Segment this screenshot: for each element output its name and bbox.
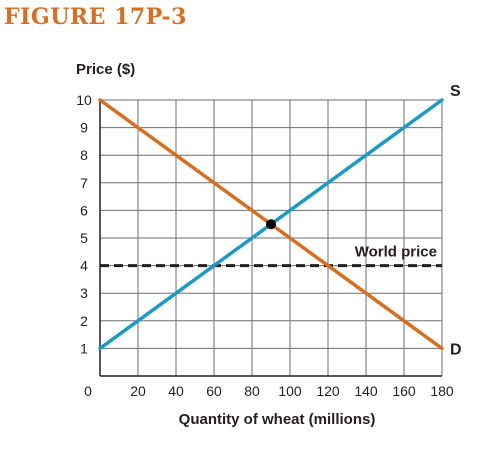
x-tick-label: 80: [244, 383, 260, 399]
x-tick-label: 60: [206, 383, 222, 399]
y-tick-label: 9: [80, 120, 88, 136]
equilibrium-point: [266, 219, 276, 230]
y-tick-label: 1: [80, 340, 88, 356]
x-axis-label: Quantity of wheat (millions): [179, 411, 376, 428]
x-tick-label: 20: [130, 383, 146, 399]
y-tick-label: 6: [80, 202, 88, 218]
series-label-d: D: [450, 341, 462, 358]
x-tick-label: 120: [316, 383, 340, 399]
y-axis-label: Price ($): [76, 61, 135, 78]
x-tick-label: 100: [278, 383, 302, 399]
world-price-label: World price: [355, 244, 437, 261]
series-label-s: S: [450, 83, 461, 100]
y-tick-label: 10: [76, 92, 92, 108]
y-tick-label: 5: [80, 230, 88, 246]
y-tick-labels: 1 2 3 4 5 6 7 8 9 10: [76, 92, 92, 356]
x-tick-label: 140: [354, 383, 378, 399]
y-tick-label: 8: [80, 147, 88, 163]
figure-title: FIGURE 17P-3: [4, 4, 187, 30]
x-tick-labels: 0 20 40 60 80 100 120 140 160 180: [84, 383, 454, 399]
x-tick-label: 160: [392, 383, 416, 399]
x-tick-label: 180: [430, 383, 454, 399]
x-tick-label: 0: [84, 383, 92, 399]
y-tick-label: 7: [80, 175, 88, 191]
y-tick-label: 2: [80, 313, 88, 329]
y-tick-label: 3: [80, 285, 88, 301]
y-tick-label: 4: [80, 258, 88, 274]
grid: [99, 99, 443, 377]
x-tick-label: 40: [168, 383, 184, 399]
series-lines: World price S D: [98, 83, 462, 358]
